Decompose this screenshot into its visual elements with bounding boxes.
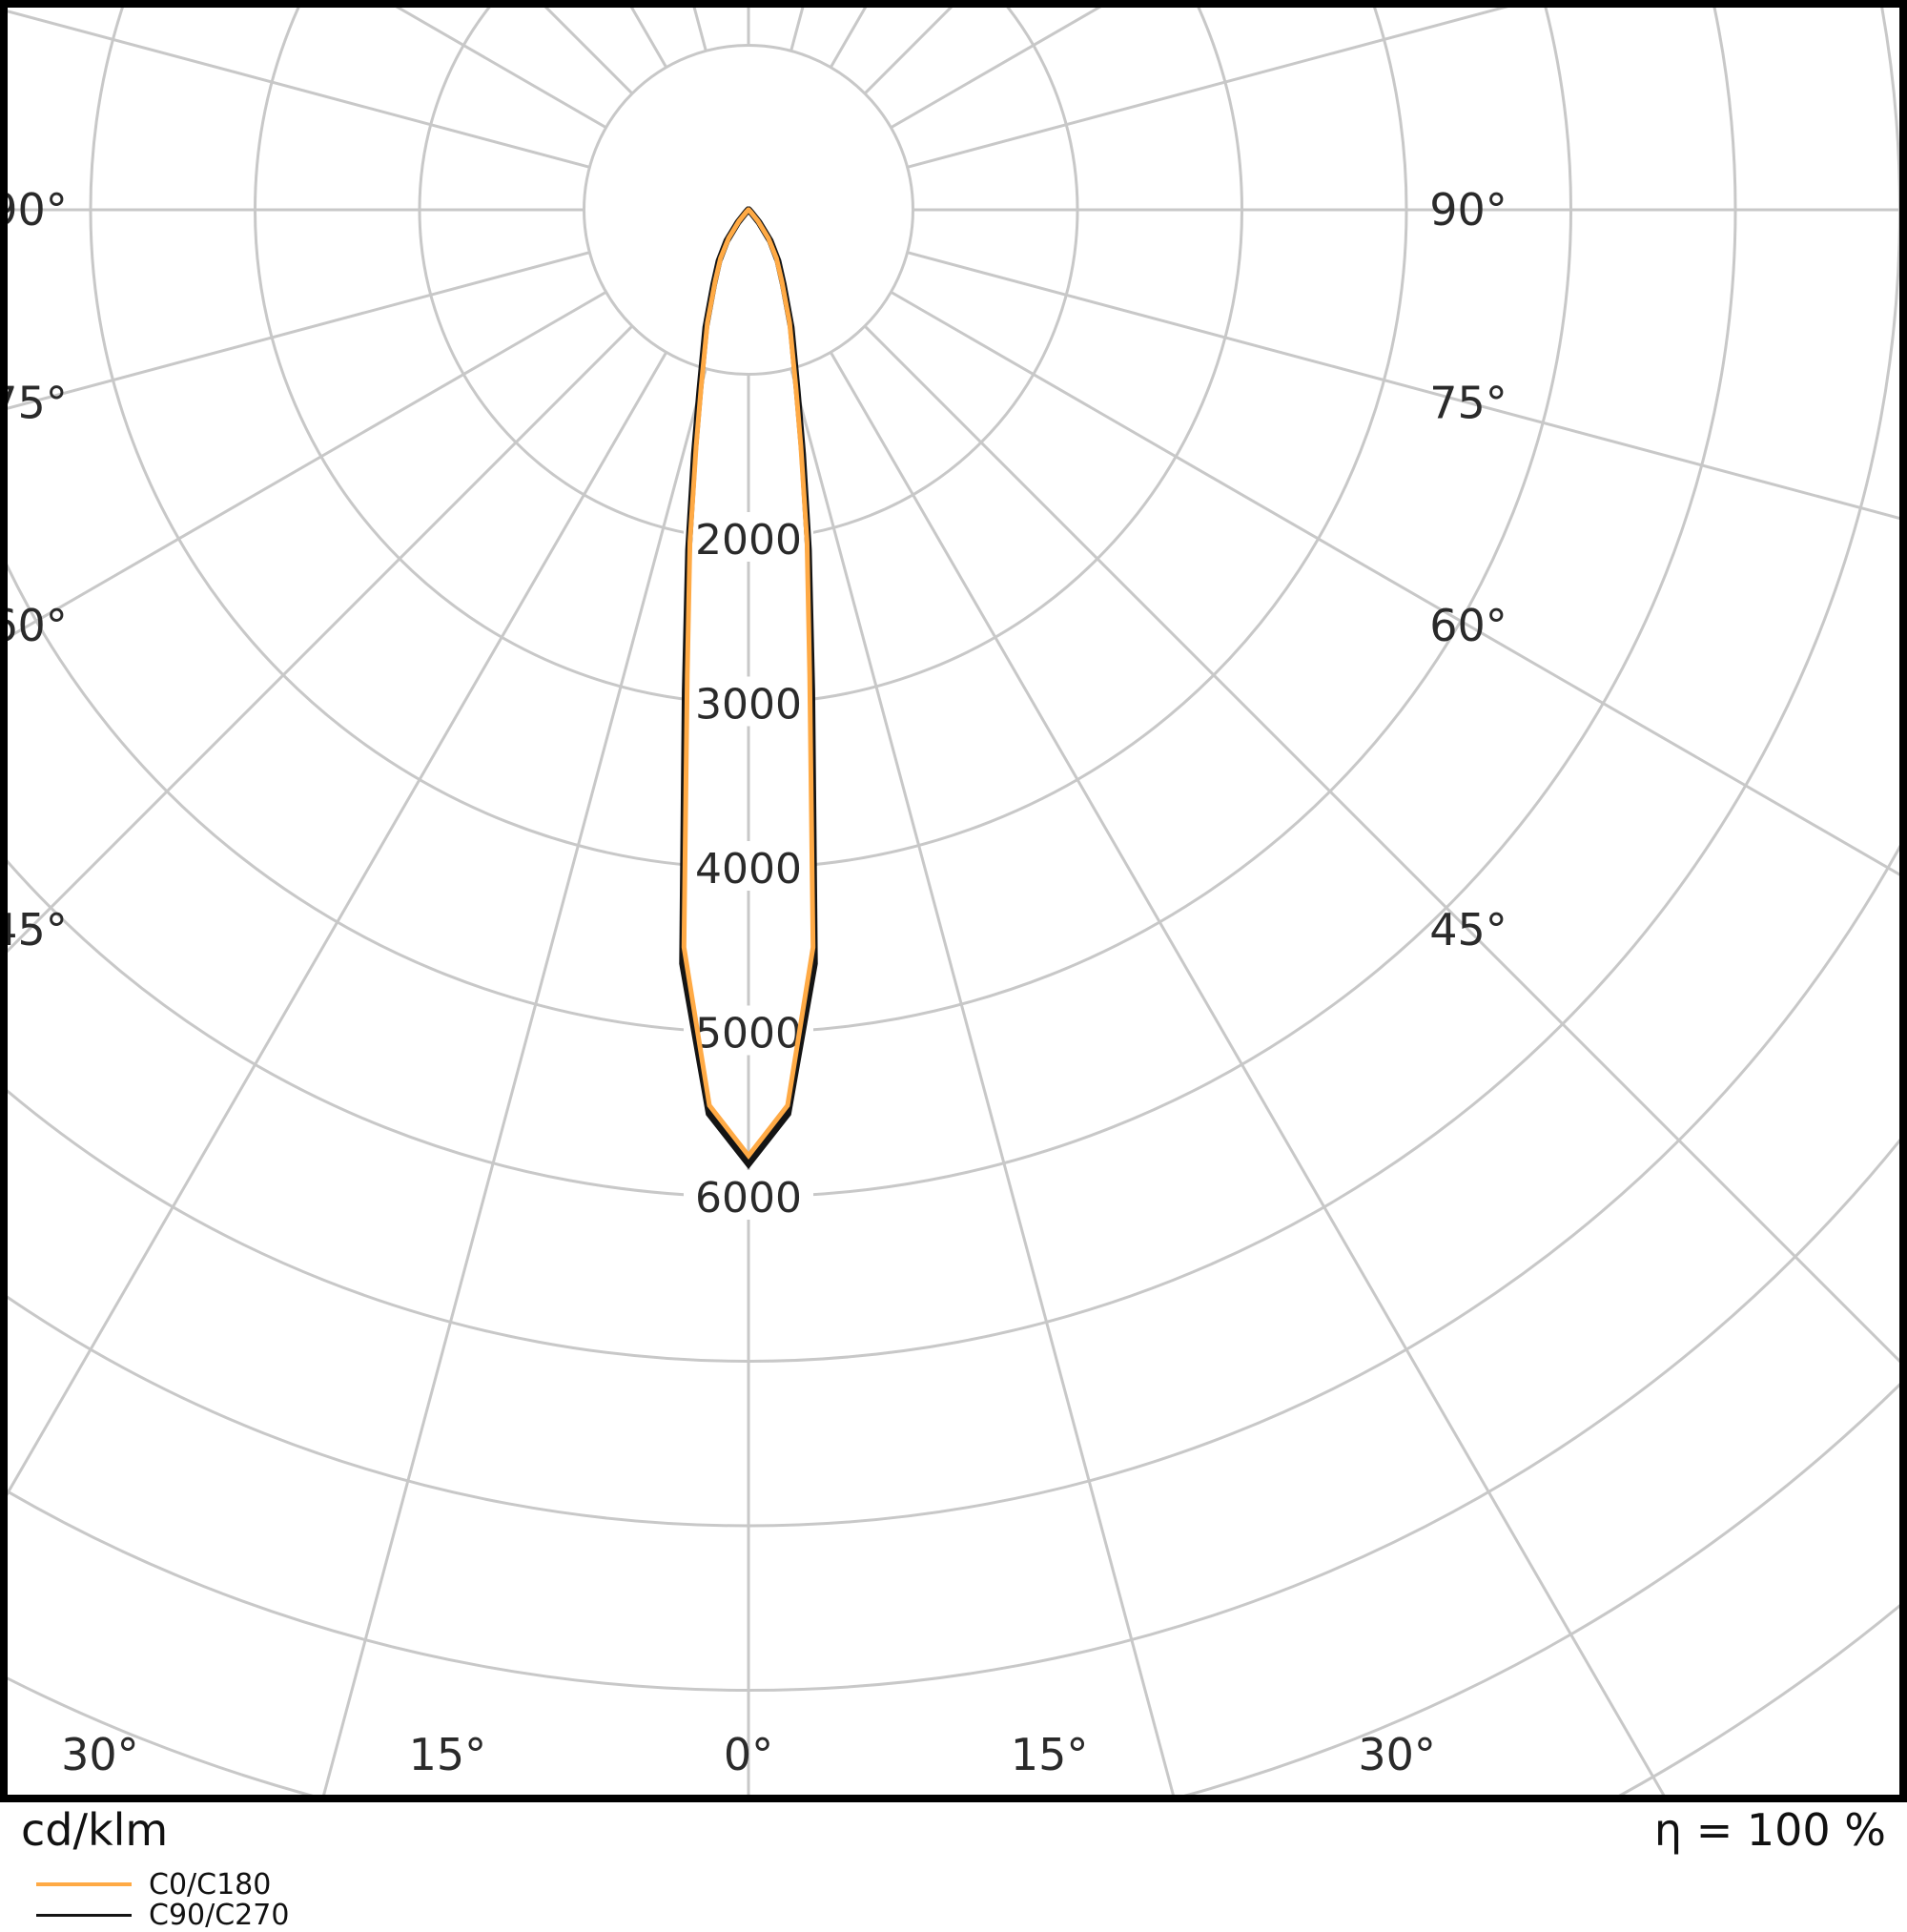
radial-tick-label: 5000 [695, 1010, 802, 1058]
angle-label-90: 90° [1429, 184, 1507, 236]
angle-label-60: 60° [1429, 600, 1507, 651]
legend-item-c90-c270: C90/C270 [36, 1898, 1907, 1932]
angle-label-bottom-15: 15° [409, 1729, 487, 1780]
radial-tick-label: 3000 [695, 681, 802, 730]
legend: C0/C180 C90/C270 [0, 1867, 1907, 1932]
angle-label-bottom-30: 30° [1358, 1729, 1436, 1780]
angle-label-bottom-15: 15° [1011, 1729, 1089, 1780]
footer-row: cd/klm η = 100 % [0, 1804, 1907, 1856]
polar-intensity-chart: 2000 3000 4000 5000 6000 90° 90° 75° 75° 60° 60° 45… [0, 0, 1907, 1802]
angle-label-45: 45° [1429, 904, 1507, 956]
angle-label-bottom-30: 30° [61, 1729, 139, 1780]
angle-label-bottom-0: 0° [724, 1729, 773, 1780]
angle-label-60: 60° [0, 600, 68, 651]
radial-units-label: cd/klm [21, 1804, 169, 1856]
legend-label-c0-c180: C0/C180 [149, 1867, 272, 1901]
radial-tick-label: 6000 [695, 1174, 802, 1223]
polar-chart-area: 2000 3000 4000 5000 6000 90° 90° 75° 75° 60° 60° 45… [0, 0, 1907, 1802]
efficiency-label: η = 100 % [1653, 1804, 1886, 1856]
radial-tick-label: 4000 [695, 845, 802, 894]
angle-label-75: 75° [0, 377, 68, 428]
radial-tick-label: 2000 [695, 516, 802, 565]
angle-label-45: 45° [0, 904, 68, 956]
legend-swatch-c90-c270 [36, 1913, 132, 1917]
curve-c0-c180 [681, 207, 816, 1160]
angle-label-75: 75° [1429, 377, 1507, 428]
angle-label-90: 90° [0, 184, 68, 236]
legend-item-c0-c180: C0/C180 [36, 1867, 1907, 1901]
polar-grid: 2000 3000 4000 5000 6000 [8, 8, 1899, 1795]
legend-swatch-c0-c180 [36, 1882, 132, 1886]
legend-label-c90-c270: C90/C270 [149, 1898, 290, 1932]
chart-footer: cd/klm η = 100 % C0/C180 C90/C270 [0, 1804, 1907, 1932]
